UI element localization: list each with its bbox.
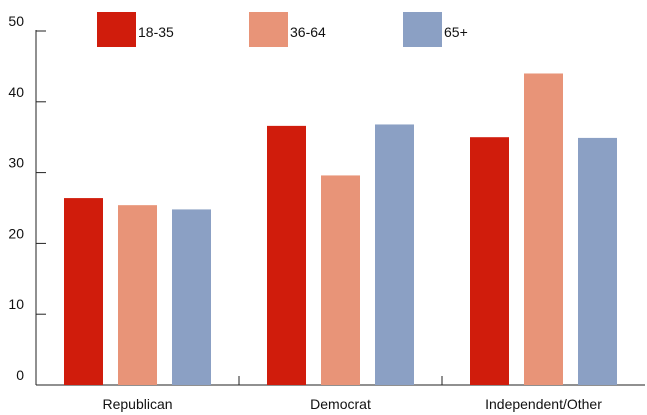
y-tick-label: 0	[16, 367, 24, 383]
bar	[321, 175, 360, 385]
x-category-label: Democrat	[310, 396, 371, 412]
legend-label: 65+	[444, 24, 468, 40]
y-tick-label: 30	[8, 155, 24, 171]
y-tick-label: 40	[8, 84, 24, 100]
bar	[524, 73, 563, 385]
y-tick-label: 20	[8, 225, 24, 241]
x-category-label: Independent/Other	[485, 396, 602, 412]
legend-label: 18-35	[138, 24, 174, 40]
y-tick-label: 50	[8, 13, 24, 29]
bar	[64, 198, 103, 385]
y-tick-label: 10	[8, 296, 24, 312]
legend: 18-35 36-64 65+	[97, 12, 468, 47]
bar	[172, 209, 211, 385]
bars	[64, 73, 617, 386]
y-axis: 0 10 20 30 40 50	[8, 13, 46, 386]
legend-swatch	[403, 12, 442, 47]
x-axis: Republican Democrat Independent/Other	[36, 376, 645, 412]
bar	[118, 205, 157, 385]
legend-swatch	[249, 12, 288, 47]
bar	[470, 137, 509, 385]
bar	[375, 124, 414, 386]
legend-label: 36-64	[290, 24, 326, 40]
bar	[267, 125, 306, 385]
legend-swatch	[97, 12, 136, 47]
x-category-label: Republican	[102, 396, 172, 412]
bar	[578, 137, 617, 385]
